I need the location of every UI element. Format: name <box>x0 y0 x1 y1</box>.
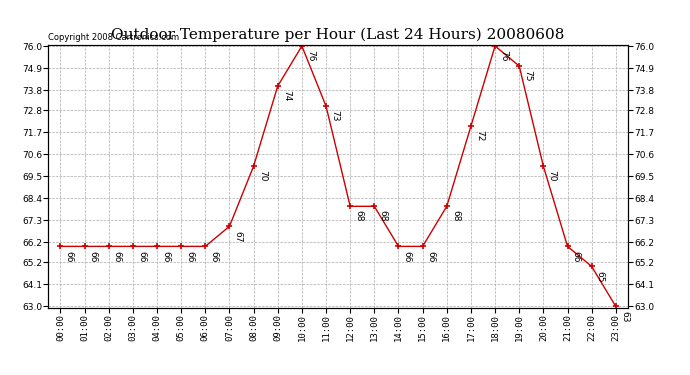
Title: Outdoor Temperature per Hour (Last 24 Hours) 20080608: Outdoor Temperature per Hour (Last 24 Ho… <box>111 28 565 42</box>
Text: 63: 63 <box>620 310 629 322</box>
Text: 74: 74 <box>282 90 291 102</box>
Text: 66: 66 <box>113 251 122 262</box>
Text: 66: 66 <box>210 251 219 262</box>
Text: 67: 67 <box>234 231 243 242</box>
Text: 68: 68 <box>379 210 388 222</box>
Text: 70: 70 <box>548 170 557 182</box>
Text: 68: 68 <box>451 210 460 222</box>
Text: 65: 65 <box>596 271 605 282</box>
Text: 73: 73 <box>331 110 339 122</box>
Text: 68: 68 <box>355 210 364 222</box>
Text: 66: 66 <box>427 251 436 262</box>
Text: 76: 76 <box>500 50 509 62</box>
Text: 70: 70 <box>258 170 267 182</box>
Text: 66: 66 <box>572 251 581 262</box>
Text: 66: 66 <box>137 251 146 262</box>
Text: Copyright 2008 Cartronics.com: Copyright 2008 Cartronics.com <box>48 33 179 42</box>
Text: 66: 66 <box>65 251 74 262</box>
Text: 66: 66 <box>161 251 170 262</box>
Text: 75: 75 <box>524 70 533 82</box>
Text: 66: 66 <box>89 251 98 262</box>
Text: 76: 76 <box>306 50 315 62</box>
Text: 66: 66 <box>186 251 195 262</box>
Text: 66: 66 <box>403 251 412 262</box>
Text: 72: 72 <box>475 130 484 142</box>
